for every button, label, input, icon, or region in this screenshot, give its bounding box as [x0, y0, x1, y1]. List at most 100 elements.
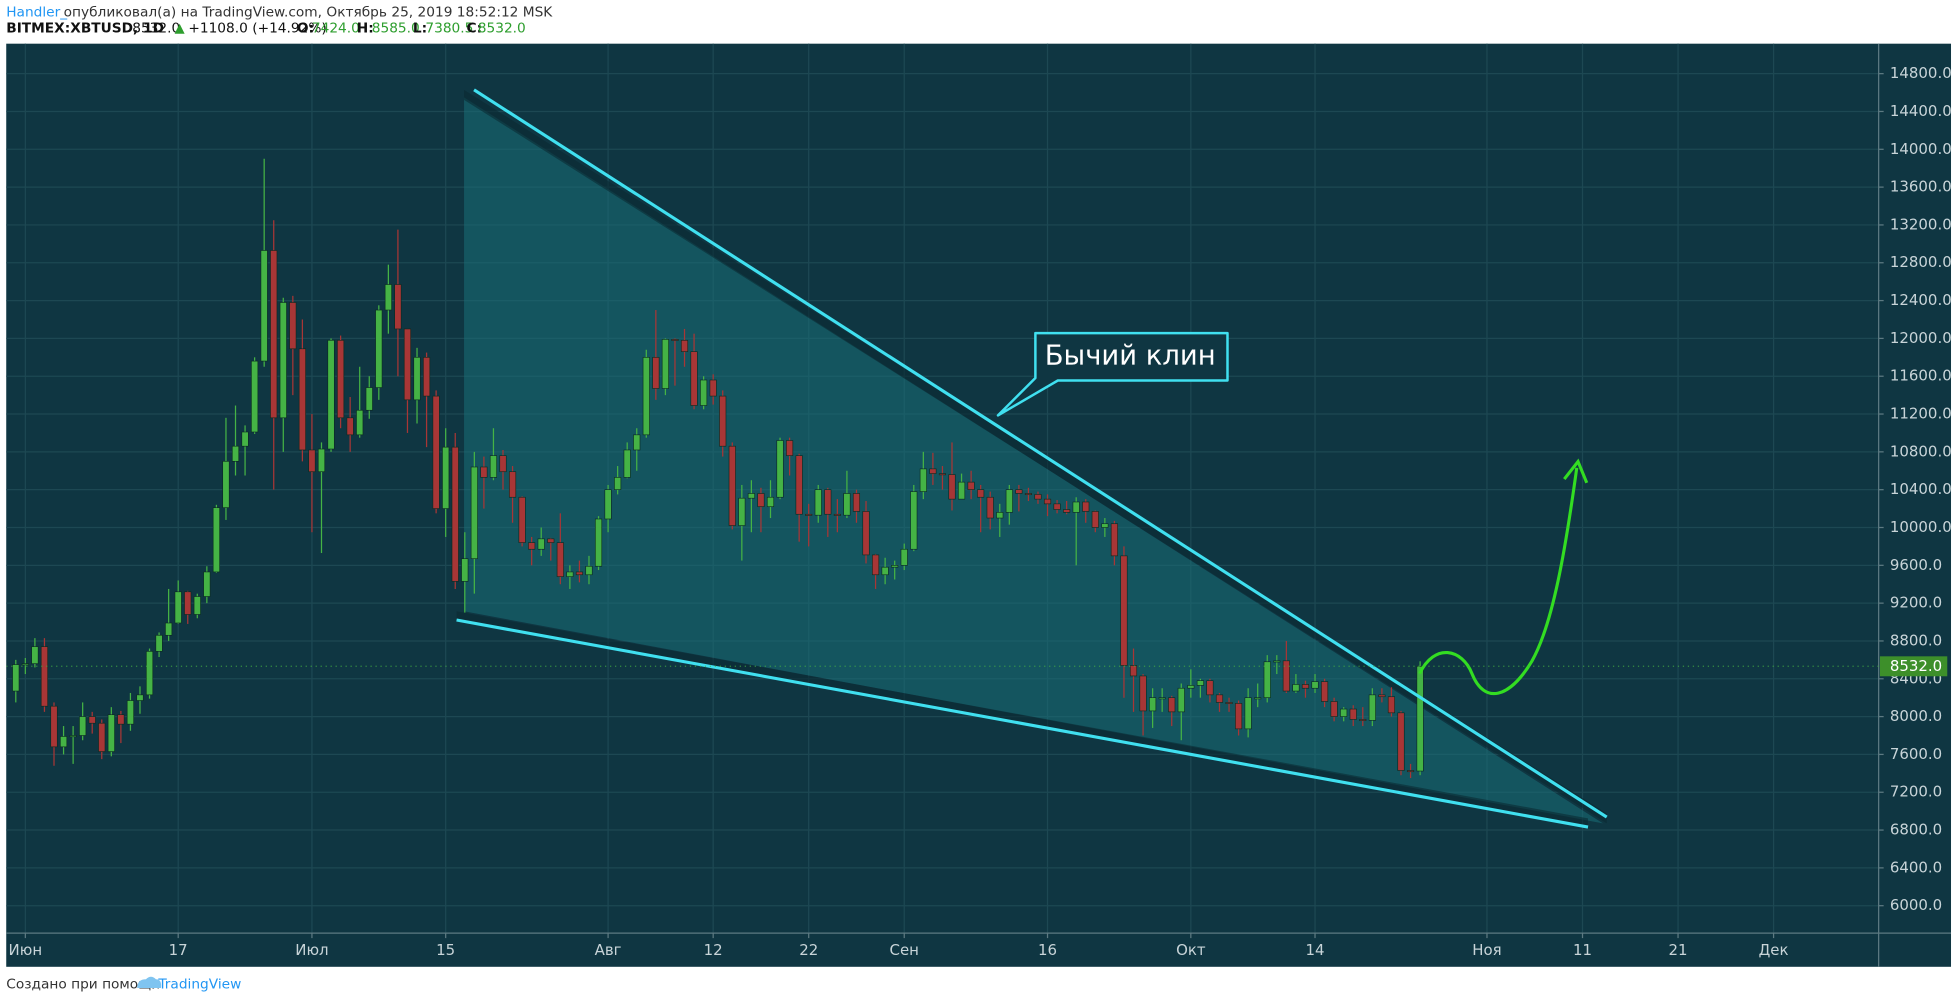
last: 8532.0 [132, 21, 180, 37]
author[interactable]: Handler_ [6, 5, 67, 21]
candle-body [786, 440, 794, 456]
candle-body [1378, 694, 1386, 698]
candle-body [633, 434, 641, 451]
y-tick-label: 12000.0 [1890, 329, 1952, 347]
wedge-band-top [464, 89, 1607, 824]
candle-body [1235, 703, 1243, 730]
candle-body [155, 634, 163, 652]
candle-body [1053, 503, 1061, 510]
candle-body [805, 513, 813, 516]
candle-body [967, 481, 975, 490]
candle-body [1273, 660, 1281, 663]
y-tick-label: 13600.0 [1890, 178, 1952, 196]
candle-body [1321, 681, 1329, 702]
candle-body [423, 356, 431, 397]
candle-body [384, 284, 392, 311]
y-tick-label: 9200.0 [1890, 594, 1942, 612]
candle-body [1120, 555, 1128, 666]
x-tick-label: 17 [169, 941, 188, 959]
candle-body [1196, 680, 1204, 686]
x-tick-label: Ноя [1472, 941, 1501, 959]
candle-body [126, 700, 134, 725]
y-tick-label: 7600.0 [1890, 745, 1942, 763]
candle-body [747, 493, 755, 499]
candle-body [1263, 661, 1271, 698]
x-tick-label: Июн [9, 941, 43, 959]
candle-body [1024, 493, 1032, 496]
candle-body [757, 493, 765, 508]
candle-body [1187, 685, 1195, 689]
c-label: C: [467, 21, 483, 37]
candle-body [1330, 701, 1338, 717]
x-tick-label: Окт [1176, 941, 1206, 959]
candle-body [1158, 697, 1166, 700]
candle-body [1368, 694, 1376, 721]
candle-body [394, 284, 402, 330]
brand-link[interactable]: TradingView [157, 976, 241, 992]
h-value: 8585.0 [372, 21, 420, 37]
candle-body [1225, 702, 1233, 704]
x-tick-label: 21 [1669, 941, 1688, 959]
candle-body [996, 512, 1004, 519]
change: +1108.0 (+14.92%) [188, 21, 326, 37]
candle-body [50, 705, 58, 748]
candle-body [948, 474, 956, 500]
candle-body [145, 651, 154, 696]
candle-body [375, 309, 383, 388]
candle-body [709, 379, 717, 397]
up-icon [174, 23, 185, 34]
y-tick-label: 10400.0 [1890, 480, 1952, 498]
candle-body [461, 558, 469, 582]
forecast-arrow [1418, 467, 1579, 696]
candle-body [843, 493, 851, 516]
candle-body [403, 328, 412, 401]
candle-body [1091, 511, 1099, 528]
x-tick-label: Дек [1759, 941, 1789, 959]
candle-body [680, 339, 689, 352]
candle-body [88, 716, 96, 724]
candle-body [1177, 687, 1185, 713]
candle-body [690, 351, 698, 406]
candle-body [241, 431, 249, 447]
candle-body [174, 591, 182, 624]
candle-body [738, 497, 746, 526]
candle-body [298, 348, 306, 451]
candle-body [795, 455, 803, 515]
candle-body [489, 455, 498, 478]
candle-body [21, 663, 29, 666]
candle-body [556, 542, 564, 577]
candle-body [1063, 509, 1071, 513]
o-value: 7424.0 [312, 21, 360, 37]
candle-body [1301, 684, 1310, 689]
brand-logo[interactable] [137, 976, 162, 989]
candle-body [212, 507, 220, 573]
candle-body [900, 548, 908, 566]
x-tick-label: 22 [799, 941, 818, 959]
y-tick-label: 13200.0 [1890, 215, 1952, 233]
candle-body [852, 493, 861, 512]
candle-body [69, 735, 77, 738]
candle-body [652, 356, 660, 389]
wedge-upper-line [473, 88, 1608, 819]
candle-body [356, 409, 364, 436]
published-note: опубликовал(а) на TradingView.com, Октяб… [64, 5, 554, 21]
candle-body [1015, 489, 1023, 494]
candle-body [203, 571, 211, 597]
x-tick-label: 15 [436, 941, 455, 959]
last-price-label: 8532.0 [1890, 657, 1942, 675]
y-tick-label: 6800.0 [1890, 821, 1942, 839]
candle-body [604, 489, 612, 520]
candle-body [1340, 708, 1348, 717]
wedge-lower-line [456, 618, 1589, 829]
y-tick-label: 6400.0 [1890, 858, 1942, 876]
y-tick-label: 14800.0 [1890, 64, 1952, 82]
candle-body [1206, 680, 1214, 696]
candle-body [661, 339, 669, 389]
candle-body [1387, 696, 1396, 714]
candles [12, 158, 1424, 779]
candle-body [700, 379, 708, 406]
y-tick-label: 10800.0 [1890, 442, 1952, 460]
candle-body [1034, 494, 1042, 500]
